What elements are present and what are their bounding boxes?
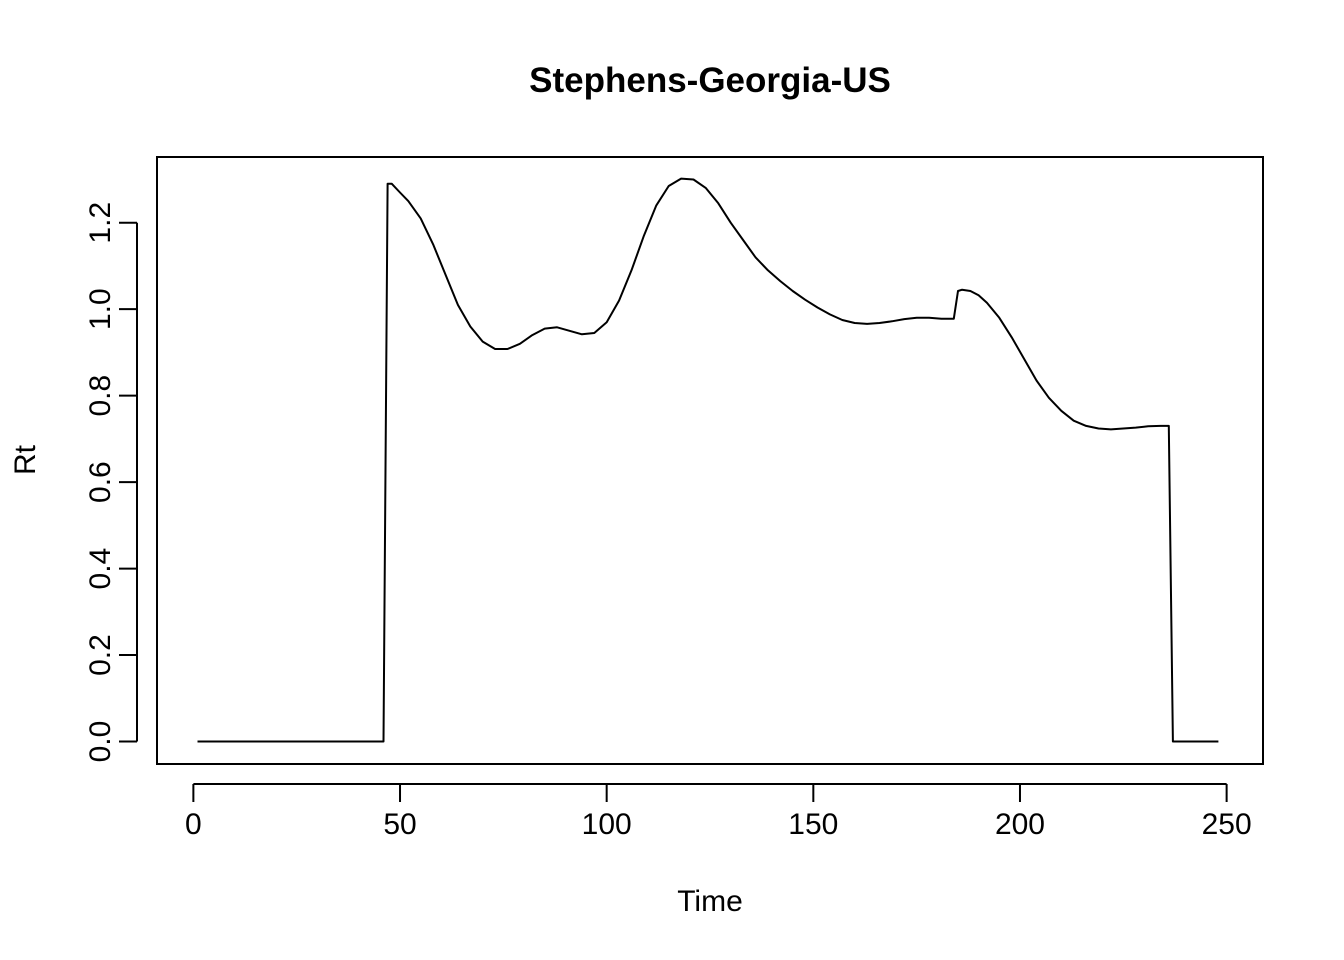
- series-layer: [197, 177, 1219, 743]
- x-axis: 0 50 100 150 200 250: [185, 783, 1252, 841]
- x-tick-label: 250: [1202, 808, 1252, 841]
- y-tick-label: 0.8: [84, 375, 117, 417]
- x-tick-label: 0: [185, 808, 202, 841]
- x-tick-label: 150: [788, 808, 838, 841]
- y-tick-label: 1.2: [84, 202, 117, 244]
- x-tick-label: 50: [383, 808, 416, 841]
- x-tick-label: 200: [995, 808, 1045, 841]
- y-tick-label: 1.0: [84, 288, 117, 330]
- y-tick-label: 0.6: [84, 461, 117, 503]
- chart-title: Stephens-Georgia-US: [529, 61, 891, 100]
- y-axis-label: Rt: [9, 444, 42, 475]
- y-axis: 0.0 0.2 0.4 0.6 0.8 1.0 1.2: [84, 202, 138, 763]
- x-axis-label: Time: [677, 885, 743, 918]
- plot-frame: [156, 156, 1264, 765]
- series-line: [197, 177, 1219, 743]
- x-tick-label: 100: [582, 808, 632, 841]
- y-tick-label: 0.2: [84, 634, 117, 676]
- y-tick-label: 0.4: [84, 548, 117, 590]
- y-tick-label: 0.0: [84, 721, 117, 763]
